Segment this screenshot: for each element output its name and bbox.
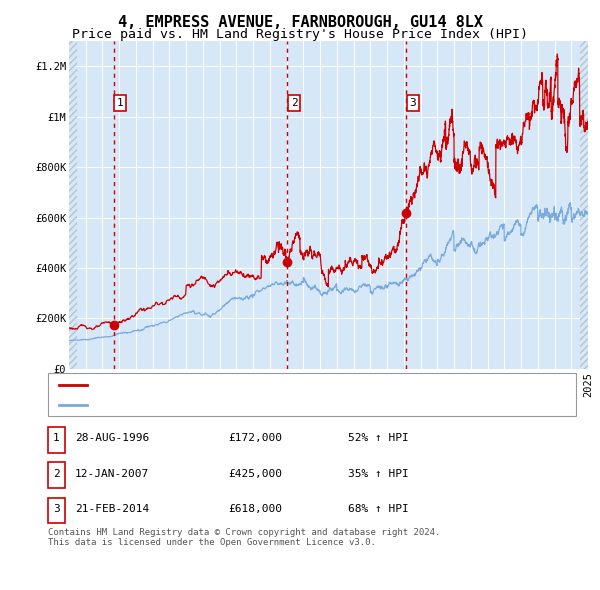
Text: 2: 2: [53, 469, 60, 478]
Text: 4, EMPRESS AVENUE, FARNBOROUGH, GU14 8LX: 4, EMPRESS AVENUE, FARNBOROUGH, GU14 8LX: [118, 15, 482, 30]
Text: 3: 3: [409, 98, 416, 108]
Text: Price paid vs. HM Land Registry's House Price Index (HPI): Price paid vs. HM Land Registry's House …: [72, 28, 528, 41]
Text: 21-FEB-2014: 21-FEB-2014: [75, 504, 149, 514]
Text: £618,000: £618,000: [228, 504, 282, 514]
Text: 2: 2: [290, 98, 298, 108]
Text: 28-AUG-1996: 28-AUG-1996: [75, 434, 149, 443]
Text: 1: 1: [53, 434, 60, 443]
Text: 12-JAN-2007: 12-JAN-2007: [75, 469, 149, 478]
Bar: [580, 41, 588, 369]
Bar: [69, 41, 77, 369]
Text: 1: 1: [117, 98, 124, 108]
Text: 68% ↑ HPI: 68% ↑ HPI: [348, 504, 409, 514]
Text: 35% ↑ HPI: 35% ↑ HPI: [348, 469, 409, 478]
Text: 4, EMPRESS AVENUE, FARNBOROUGH, GU14 8LX (detached house): 4, EMPRESS AVENUE, FARNBOROUGH, GU14 8LX…: [94, 381, 479, 391]
Text: 52% ↑ HPI: 52% ↑ HPI: [348, 434, 409, 443]
Text: £425,000: £425,000: [228, 469, 282, 478]
Text: 3: 3: [53, 504, 60, 514]
Text: Contains HM Land Registry data © Crown copyright and database right 2024.
This d: Contains HM Land Registry data © Crown c…: [48, 528, 440, 548]
Text: HPI: Average price, detached house, Rushmoor: HPI: Average price, detached house, Rush…: [94, 401, 391, 410]
Text: £172,000: £172,000: [228, 434, 282, 443]
